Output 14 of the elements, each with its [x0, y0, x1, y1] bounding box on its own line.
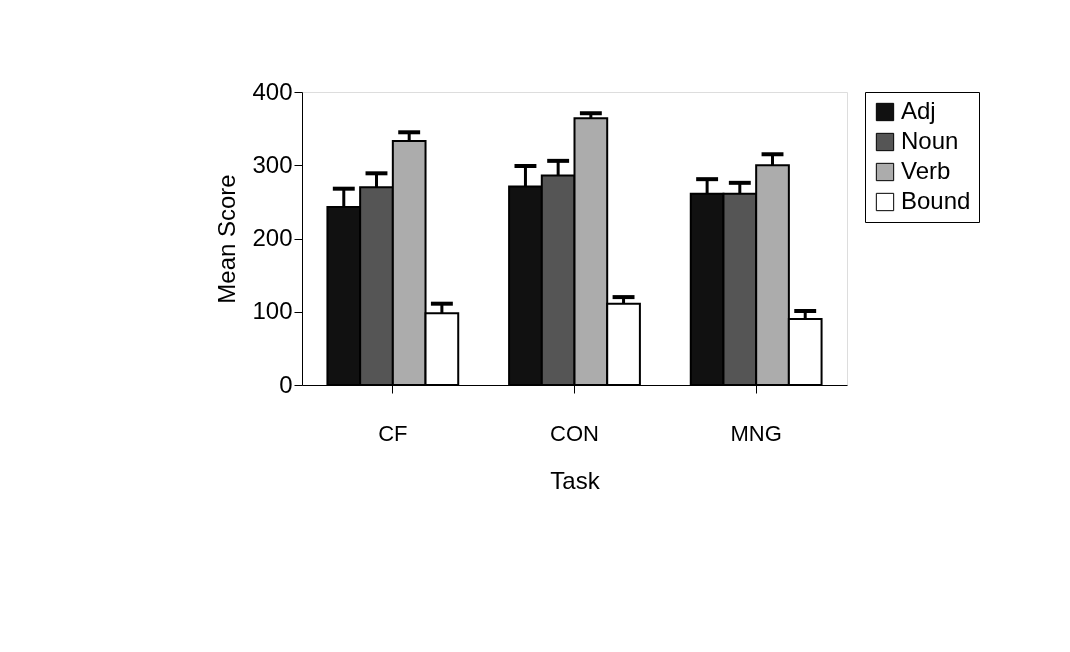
- legend-label: Bound: [901, 187, 971, 214]
- x-axis-title: Task: [550, 466, 601, 494]
- x-tick-label: CF: [378, 420, 408, 446]
- y-tick-label: 400: [252, 77, 293, 105]
- y-tick-label: 0: [279, 370, 293, 398]
- legend-label: Verb: [901, 157, 951, 184]
- legend-label: Adj: [901, 97, 936, 124]
- x-tick-label: MNG: [730, 420, 782, 446]
- legend-label: Noun: [901, 127, 959, 154]
- x-tick-label: CON: [550, 420, 599, 446]
- y-axis-title: Mean Score: [213, 174, 241, 304]
- y-tick-label: 300: [252, 150, 293, 178]
- y-tick-label: 100: [252, 297, 293, 325]
- y-tick-label: 200: [252, 224, 293, 251]
